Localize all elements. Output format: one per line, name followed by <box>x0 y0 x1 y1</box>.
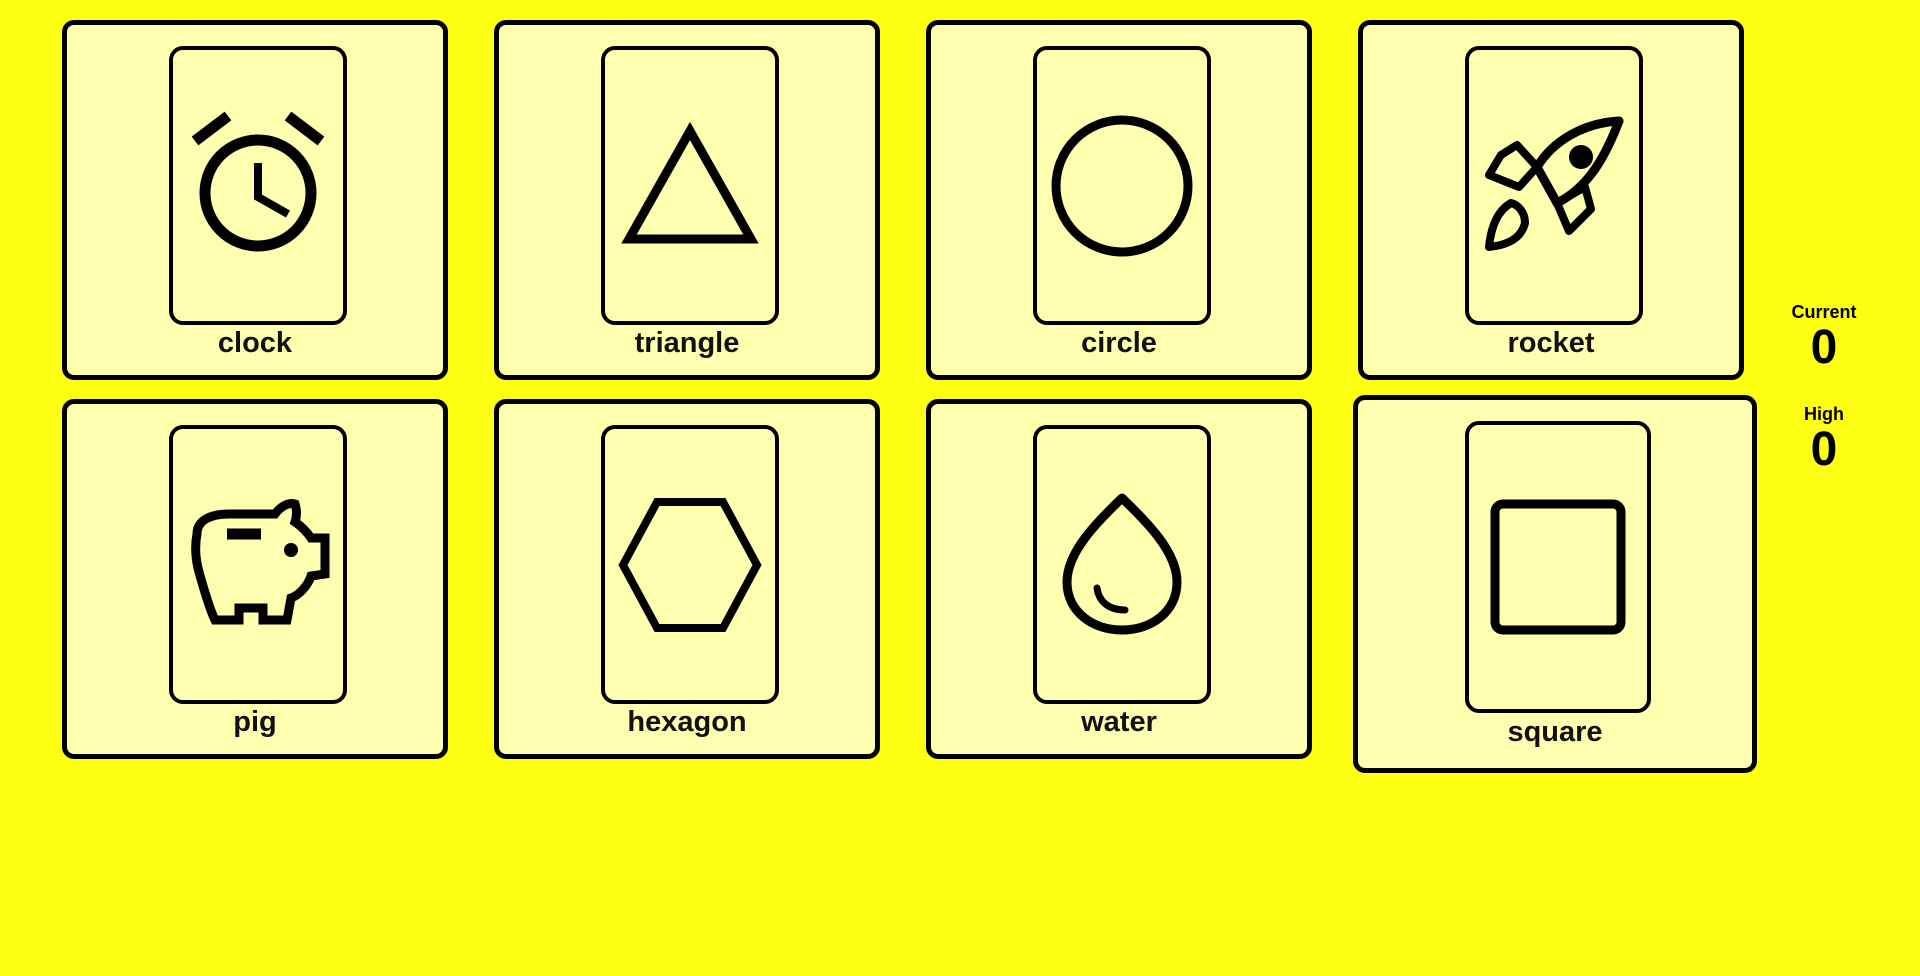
card-label: square <box>1507 716 1603 748</box>
water-drop-icon <box>1062 493 1182 634</box>
high-score-label: High <box>1804 404 1844 424</box>
card-label: triangle <box>634 327 740 359</box>
card-face <box>601 46 779 325</box>
card-face <box>1033 425 1211 704</box>
card-circle[interactable]: circle <box>926 20 1312 380</box>
triangle-icon <box>621 121 759 243</box>
card-label: rocket <box>1507 327 1595 359</box>
card-pig[interactable]: pig <box>62 399 448 759</box>
card-square[interactable]: square <box>1353 395 1757 773</box>
card-triangle[interactable]: triangle <box>494 20 880 380</box>
card-label: hexagon <box>627 706 747 738</box>
card-clock[interactable]: clock <box>62 20 448 380</box>
rocket-icon <box>1485 116 1624 251</box>
piggy-bank-icon <box>191 498 330 624</box>
high-score-value: 0 <box>1810 423 1838 476</box>
card-face <box>1033 46 1211 325</box>
card-hexagon[interactable]: hexagon <box>494 399 880 759</box>
card-face <box>1465 421 1651 713</box>
card-face <box>601 425 779 704</box>
card-face <box>1465 46 1643 325</box>
card-label: clock <box>217 327 293 359</box>
square-icon <box>1490 499 1626 635</box>
alarm-clock-icon <box>191 111 325 251</box>
current-score-label: Current <box>1791 302 1857 322</box>
card-face <box>169 46 347 325</box>
circle-icon <box>1051 115 1193 256</box>
current-score: Current 0 <box>1764 302 1884 373</box>
hexagon-icon <box>618 497 762 632</box>
card-label: water <box>1081 706 1157 738</box>
card-water[interactable]: water <box>926 399 1312 759</box>
high-score: High 0 <box>1764 404 1884 475</box>
current-score-value: 0 <box>1810 321 1838 374</box>
card-face <box>169 425 347 704</box>
card-label: pig <box>233 706 277 738</box>
card-label: circle <box>1081 327 1157 359</box>
card-rocket[interactable]: rocket <box>1358 20 1744 380</box>
